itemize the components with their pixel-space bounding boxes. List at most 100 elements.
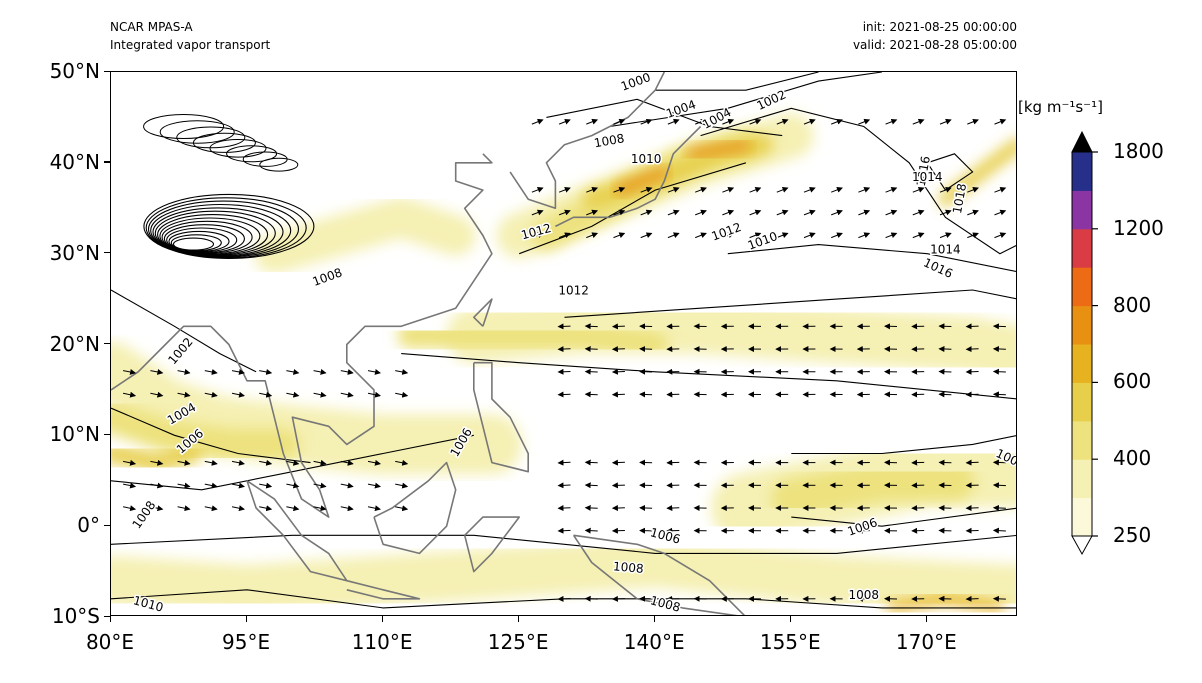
ivt-vector-36 [177,505,191,512]
lat-tick-label: 10°S [51,604,100,628]
isobar-label-26: 1008 [311,265,344,289]
init-time: init: 2021-08-25 00:00:00 [862,20,1017,34]
ivt-vector-272 [803,118,816,125]
colorbar-segment-5 [1072,305,1092,345]
ivt-vector-243 [994,209,1007,216]
ivt-vector-100 [395,459,409,466]
northwest-contour-7 [259,157,299,172]
ivt-vector-121 [204,391,218,398]
plateau-contour-5 [154,210,276,256]
ivt-vector-261 [994,187,1007,193]
plateau-contour-4 [152,207,284,257]
plateau-contour-0 [143,193,315,259]
ivt-vector-269 [722,118,735,125]
ivt-vector-254 [803,187,816,193]
lat-tick [104,161,110,163]
isobar-5 [401,353,1016,400]
colorbar-tick-label: 1800 [1113,139,1164,163]
ivt-vector-244 [531,187,544,193]
ivt-vector-175 [584,346,598,353]
ivt-vector-18 [584,527,598,534]
colorbar-segment-4 [1072,344,1092,383]
lat-tick-label: 0° [77,513,100,538]
lat-tick-label: 10°N [49,422,100,447]
ivt-vector-37 [204,505,218,512]
ivt-vector-246 [586,187,599,193]
ivt-vector-73 [557,482,571,489]
ivt-vector-151 [259,369,273,375]
isobar-label-0: 1000 [619,72,652,94]
ivt-vector-234 [749,209,762,216]
ivt-vector-42 [340,505,354,512]
ivt-vector-255 [831,187,843,193]
ivt-vector-268 [695,118,707,125]
colorbar [1071,130,1098,556]
isobar-12 [926,153,974,191]
plateau-contour-11 [168,230,230,252]
plateau-contour-10 [166,227,238,253]
isobar-15 [791,507,1016,527]
ivt-vector-220 [858,232,871,239]
coastline-9 [472,298,493,327]
ivt-vector-69 [313,482,327,489]
lat-tick-label: 20°N [49,331,100,356]
lon-tick [245,616,247,622]
lat-tick [104,433,110,436]
plateau-contour-13 [172,237,215,251]
ivt-vector-131 [611,391,625,398]
plateau-contour-3 [150,203,292,258]
ivt-vector-91 [150,459,164,466]
ivt-vector-191 [557,323,571,330]
ivt-vector-70 [340,482,354,489]
ivt-vector-157 [557,368,571,375]
colorbar-segment-8 [1072,190,1092,230]
isobar-label-1: 1002 [755,87,789,113]
ivt-vector-275 [885,118,898,125]
isobar-label-7: 1014 [912,170,943,184]
ivt-vector-150 [231,369,245,375]
ivt-vector-147 [150,369,164,375]
ivt-vector-123 [259,391,273,398]
ivt-vector-152 [286,369,300,375]
ivt-vector-173 [992,368,1006,375]
ivt-vector-16 [992,595,1006,602]
lon-tick [381,616,383,622]
lon-tick-label: 80°E [85,630,135,654]
colorbar-tick-label: 600 [1113,369,1152,394]
plot-header-right: init: 2021-08-25 00:00:00 valid: 2021-08… [700,18,1017,54]
ivt-vector-242 [967,209,979,216]
ivt-vector-229 [613,209,626,216]
ivt-vector-239 [885,209,898,216]
ivt-vector-174 [557,346,571,353]
coastline-3 [246,480,348,582]
ivt-vector-172 [965,368,979,375]
ivt-vector-128 [395,391,409,398]
ivt-vector-236 [803,209,816,216]
ivt-vector-125 [313,391,327,398]
ivt-vector-61 [992,504,1006,511]
ivt-vector-209 [558,232,571,239]
isobar-label-16: 1008 [130,498,159,531]
isobar-label-6: 1016 [914,155,933,188]
ivt-band-4 [111,537,1016,615]
isobar-2 [111,434,474,491]
ivt-vector-270 [749,118,762,125]
colorbar-tick-label: 400 [1113,446,1152,471]
isobar-14 [791,435,1016,455]
ivt-vector-252 [749,187,762,193]
coastline-layer [111,72,746,615]
colorbar-over-arrow [1071,130,1093,153]
ivt-vector-277 [939,118,952,125]
ivt-vector-159 [611,368,625,375]
ivt-vector-251 [722,187,735,193]
lon-tick [925,616,928,622]
ivt-vector-216 [749,232,762,239]
ivt-vector-256 [858,187,871,193]
ivt-band-14 [613,166,670,196]
ivt-vector-260 [967,187,979,193]
ivt-band-6 [111,401,300,461]
ivt-vector-132 [639,391,653,398]
model-name: NCAR MPAS-A [110,20,193,34]
ivt-vector-97 [313,459,327,466]
colorbar-segment-7 [1072,228,1092,268]
